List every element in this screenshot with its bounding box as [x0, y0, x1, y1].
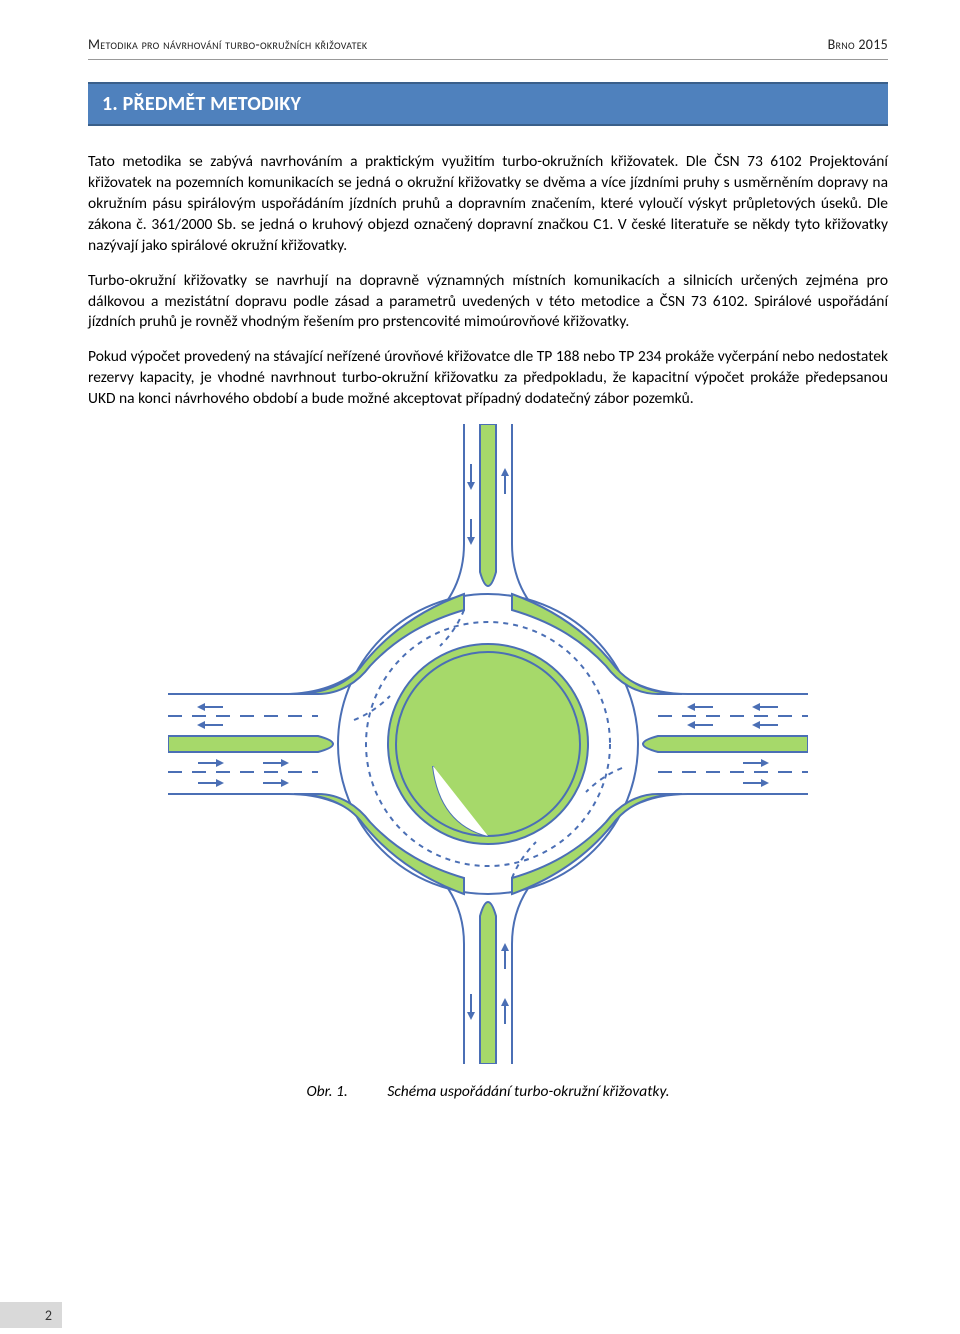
s-edge-right [512, 864, 550, 1064]
figure-caption-text: Schéma uspořádání turbo-okružní křižovat… [387, 1082, 669, 1101]
e-arrow-out2 [743, 779, 769, 787]
w-arrow-in3 [263, 759, 289, 767]
roundabout-diagram [168, 424, 808, 1064]
figure-label: Obr. 1. [306, 1082, 347, 1101]
e-splitter [643, 736, 808, 752]
w-arrow-in4 [263, 779, 289, 787]
e-arrow-in4 [687, 721, 713, 729]
e-arrow-in3 [687, 703, 713, 711]
s-arrow-out [467, 994, 475, 1020]
e-arrow-in [752, 703, 778, 711]
w-arrow-out [197, 703, 223, 711]
n-arrow-in [467, 464, 475, 490]
central-circle [396, 652, 580, 836]
yield-e [586, 768, 622, 792]
yield-w [354, 696, 390, 720]
n-splitter [480, 424, 496, 586]
paragraph-1: Tato metodika se zabývá navrhováním a pr… [88, 152, 888, 257]
n-edge-right [512, 424, 550, 624]
paragraph-3: Pokud výpočet provedený na stávající neř… [88, 347, 888, 410]
paragraph-2: Turbo-okružní křižovatky se navrhují na … [88, 271, 888, 334]
header-left: Metodika pro návrhování turbo-okružních … [88, 36, 367, 53]
n-edge-left [426, 424, 464, 624]
section-header: 1. PŘEDMĚT METODIKY [88, 82, 888, 126]
w-splitter [168, 736, 333, 752]
page-number-box: 2 [0, 1302, 62, 1328]
page: Metodika pro návrhování turbo-okružních … [0, 0, 960, 1334]
figure: Obr. 1. Schéma uspořádání turbo-okružní … [88, 424, 888, 1101]
page-number: 2 [45, 1307, 52, 1324]
e-arrow-in2 [752, 721, 778, 729]
running-header: Metodika pro návrhování turbo-okružních … [88, 36, 888, 53]
w-arrow-in [198, 759, 224, 767]
w-arrow-in2 [198, 779, 224, 787]
header-rule [88, 59, 888, 60]
section-number: 1. [102, 92, 118, 116]
w-arrow-out2 [197, 721, 223, 729]
n-arrow-in2 [467, 519, 475, 545]
section-title: PŘEDMĚT METODIKY [123, 92, 302, 116]
header-right: Brno 2015 [828, 36, 888, 53]
n-arrow-out [501, 468, 509, 494]
body-text: Tato metodika se zabývá navrhováním a pr… [88, 152, 888, 410]
e-arrow-out [743, 759, 769, 767]
figure-caption: Obr. 1. Schéma uspořádání turbo-okružní … [306, 1082, 669, 1101]
s-arrow-in2 [501, 943, 509, 969]
s-arrow-in [501, 998, 509, 1024]
s-edge-left [426, 864, 464, 1064]
s-splitter [480, 902, 496, 1064]
